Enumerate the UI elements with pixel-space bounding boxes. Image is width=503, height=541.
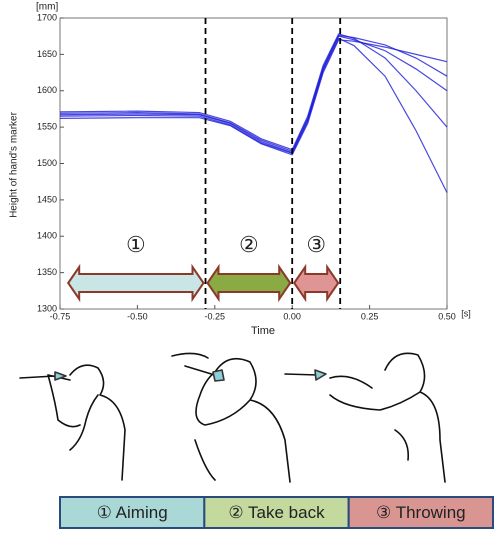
dart-aiming <box>19 375 56 379</box>
phase-arrow <box>66 263 205 303</box>
y-tick-label: 1550 <box>37 122 57 132</box>
phase-label: ② <box>239 232 259 257</box>
x-unit: [s] <box>461 308 471 318</box>
dart-head <box>314 369 327 381</box>
figure-aiming <box>47 364 126 481</box>
legend-swatch <box>59 496 206 529</box>
trace-line <box>59 35 448 154</box>
x-tick-label: 0.25 <box>361 311 379 321</box>
phase-label: ③ <box>306 232 326 257</box>
arrows-throwing <box>284 373 373 389</box>
figure-takeback <box>194 357 291 483</box>
x-tick-label: -0.75 <box>50 311 71 321</box>
y-tick-label: 1500 <box>37 158 57 168</box>
dart-head <box>54 371 67 381</box>
legend-label: ① Aiming <box>97 503 168 522</box>
phase-label: ① <box>126 232 146 257</box>
x-tick-label: -0.50 <box>127 311 148 321</box>
legend-swatch <box>347 496 494 529</box>
y-tick-label: 1450 <box>37 194 57 204</box>
phase-arrow <box>292 263 340 303</box>
figure-throwing <box>329 352 446 483</box>
x-tick-label: 0.00 <box>283 311 301 321</box>
arrows-takeback <box>171 352 219 377</box>
y-axis-label: Height of hand's marker <box>9 111 20 218</box>
trace-line <box>59 37 448 193</box>
y-tick-label: 1400 <box>37 231 57 241</box>
x-tick-label: 0.50 <box>438 311 456 321</box>
y-tick-label: 1350 <box>37 267 57 277</box>
legend-label: ② Take back <box>228 503 325 522</box>
trace-line <box>59 34 448 152</box>
illustrations <box>19 352 446 483</box>
y-unit: [mm] <box>36 2 58 13</box>
legend-swatch <box>203 496 350 529</box>
trace-line <box>59 33 448 151</box>
legend-label: ③ Throwing <box>376 503 466 522</box>
x-tick-label: -0.25 <box>205 311 226 321</box>
y-tick-label: 1700 <box>37 12 57 22</box>
y-tick-label: 1650 <box>37 49 57 59</box>
dart-head <box>212 369 225 382</box>
y-tick-label: 1300 <box>37 303 57 313</box>
x-axis-label: Time <box>251 325 275 337</box>
trace-line <box>59 39 448 156</box>
y-tick-label: 1600 <box>37 85 57 95</box>
phase-arrow <box>206 263 292 303</box>
